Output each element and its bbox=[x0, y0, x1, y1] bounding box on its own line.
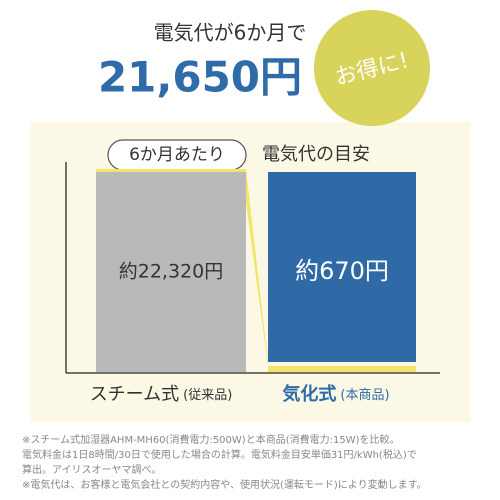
footnote: ※電気代は、お客様と電気会社との契約内容や、使用状況(運転モード)により変動しま… bbox=[22, 478, 427, 491]
amount: 21,650円 bbox=[98, 53, 302, 102]
footnote: 電気料金は1日8時間/30日で使用した場合の計算。電気料金目安単価31円/kWh… bbox=[22, 448, 417, 461]
footnote: ※スチーム式加湿器AHM-MH60(消費電力:500W)と本商品(消費電力:15… bbox=[22, 433, 399, 446]
bar bbox=[268, 365, 416, 372]
category: 気化式 bbox=[282, 383, 336, 405]
x-tick-label: スチーム式 (従来品) bbox=[90, 384, 233, 405]
label-box bbox=[268, 172, 416, 362]
value-label: 約670円 bbox=[295, 257, 389, 285]
bar bbox=[96, 172, 246, 372]
badge bbox=[314, 10, 430, 126]
x-tick-label: 気化式 (本商品) bbox=[282, 383, 389, 405]
value-label: 約22,320円 bbox=[119, 261, 223, 283]
heading: 電気代が6か月で bbox=[154, 21, 307, 45]
footnote: 算出。アイリスオーヤマ調べ。 bbox=[22, 463, 162, 476]
category: スチーム式 bbox=[90, 384, 179, 405]
chart-title: 電気代の目安 bbox=[262, 144, 370, 165]
category-note: (従来品) bbox=[183, 388, 232, 403]
period: 6か月あたり bbox=[129, 145, 225, 165]
category-note: (本商品) bbox=[340, 388, 389, 403]
